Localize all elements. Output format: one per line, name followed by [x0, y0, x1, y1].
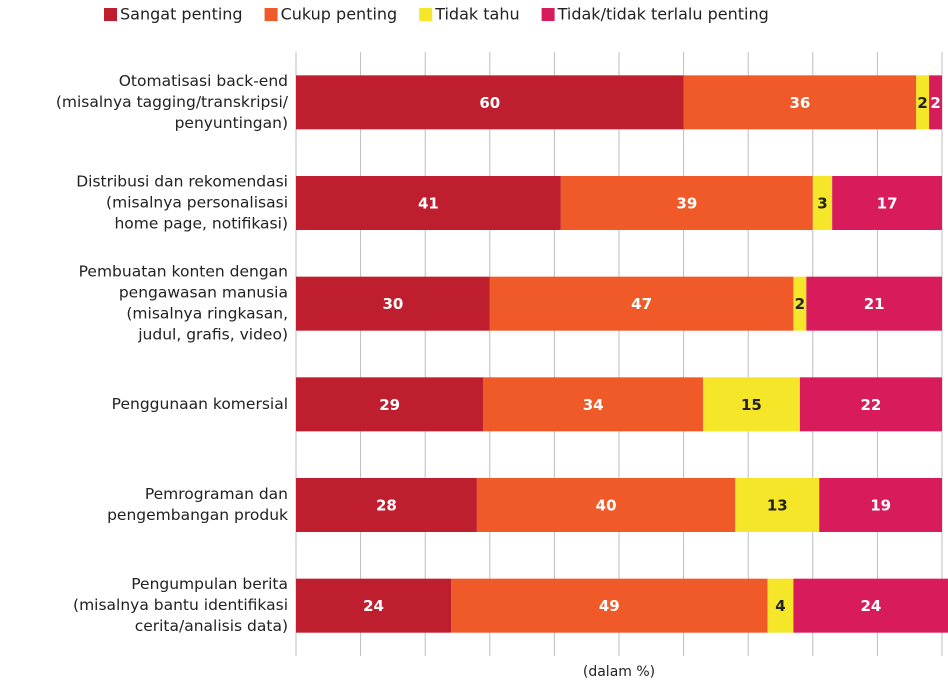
value-label: 60 — [479, 94, 500, 112]
bar-segment — [451, 578, 768, 633]
category-label: Otomatisasi back-end — [119, 72, 288, 90]
bar-segment — [489, 276, 794, 331]
bar-segment — [819, 478, 942, 532]
bar-segment — [767, 578, 794, 633]
category-label: Pembuatan konten dengan — [79, 263, 288, 281]
value-label: 2 — [917, 94, 927, 112]
bar-segment — [476, 478, 736, 532]
value-label: 13 — [767, 497, 788, 515]
category-label: (misalnya ringkasan, — [126, 305, 288, 323]
value-label: 17 — [877, 195, 898, 213]
value-label: 30 — [382, 295, 403, 313]
bar-segment — [296, 478, 477, 532]
category-label: (misalnya personalisasi — [106, 194, 288, 212]
value-label: 2 — [795, 295, 805, 313]
value-label: 24 — [363, 597, 384, 615]
value-label: 4 — [775, 597, 785, 615]
bar-segment — [799, 377, 942, 432]
legend-label: Tidak tahu — [434, 5, 519, 24]
bar-segment — [735, 478, 820, 532]
bar-segment — [832, 176, 942, 230]
legend-label: Sangat penting — [120, 5, 243, 24]
category-label: cerita/analisis data) — [135, 617, 288, 635]
bar-segment — [296, 75, 684, 130]
value-label: 21 — [864, 295, 885, 313]
legend-label: Tidak/tidak terlalu penting — [557, 5, 769, 24]
category-label: penyuntingan) — [175, 114, 288, 132]
value-label: 40 — [596, 497, 617, 515]
value-label: 39 — [676, 195, 697, 213]
bar-segment — [296, 578, 452, 633]
value-label: 3 — [817, 195, 827, 213]
legend-swatch — [104, 8, 117, 21]
bar-segment — [806, 276, 942, 331]
legend-swatch — [541, 8, 555, 21]
bar-segment — [793, 578, 948, 633]
bar-segment — [683, 75, 917, 130]
category-label: Pengumpulan berita — [131, 575, 288, 593]
value-label: 19 — [870, 497, 891, 515]
legend-label: Cukup penting — [281, 5, 398, 24]
category-label: pengawasan manusia — [119, 284, 288, 302]
value-label: 22 — [861, 396, 882, 414]
value-label: 47 — [631, 295, 652, 313]
category-label: (misalnya tagging/transkripsi/ — [56, 93, 289, 111]
x-axis-label: (dalam %) — [583, 664, 655, 680]
category-label: home page, notifikasi) — [114, 215, 288, 233]
bar-segment — [793, 276, 807, 331]
bar-segment — [296, 377, 484, 432]
category-label: Distribusi dan rekomendasi — [76, 173, 288, 191]
value-label: 41 — [418, 195, 439, 213]
value-label: 36 — [789, 94, 810, 112]
value-label: 34 — [583, 396, 604, 414]
category-label: Penggunaan komersial — [112, 395, 288, 413]
value-label: 24 — [861, 597, 882, 615]
category-label: judul, grafis, video) — [137, 326, 288, 344]
legend-swatch — [264, 8, 278, 21]
category-label: (misalnya bantu identifikasi — [73, 596, 288, 614]
bar-segment — [929, 75, 942, 130]
legend-swatch — [419, 8, 433, 21]
bar-segment — [296, 176, 561, 230]
bar-segment — [296, 276, 490, 331]
bar-segment — [702, 377, 800, 432]
value-label: 15 — [741, 396, 762, 414]
bar-segment — [812, 176, 833, 230]
category-label: Pemrograman dan — [145, 485, 288, 503]
value-label: 49 — [599, 597, 620, 615]
value-label: 28 — [376, 497, 397, 515]
category-label: pengembangan produk — [107, 506, 288, 524]
bar-segment — [483, 377, 703, 432]
bar-segment — [560, 176, 813, 230]
bar-segment — [916, 75, 930, 130]
value-label: 29 — [379, 396, 400, 414]
value-label: 2 — [930, 94, 940, 112]
